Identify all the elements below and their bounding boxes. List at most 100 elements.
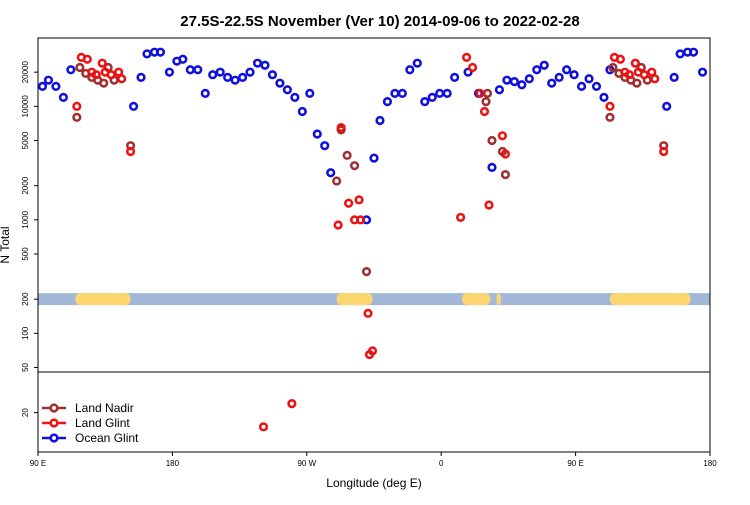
land-glint-point-37	[639, 70, 649, 80]
legend-label-ocean-glint: Ocean Glint	[75, 431, 139, 445]
ocean-glint-point-13	[185, 65, 195, 75]
y-tick-label-1000: 1000	[21, 210, 30, 228]
ocean-glint-point-59	[569, 70, 579, 80]
ocean-glint-point-43	[435, 88, 445, 98]
land-nadir-point-20	[608, 62, 618, 73]
ocean-glint-point-60	[576, 81, 587, 91]
land-nadir-point-11	[342, 150, 352, 160]
ocean-glint-point-10	[164, 67, 175, 77]
land-nadir-point-19	[605, 112, 615, 122]
ocean-glint-point-29	[305, 88, 315, 98]
land-glint-point-34	[624, 70, 634, 80]
ocean-glint-point-34	[369, 153, 379, 163]
ocean-glint-point-28	[297, 106, 307, 117]
ocean-glint-point-9	[155, 47, 166, 57]
legend-marker-land-glint	[49, 418, 59, 428]
land-nadir-point-9	[332, 176, 342, 186]
ocean-glint-point-53	[524, 74, 534, 84]
land-glint-point-21	[367, 346, 378, 356]
x-tick-label-4: 90 E	[567, 459, 583, 468]
x-axis: 90 E 180 90 W 0 90 E 180	[30, 452, 717, 468]
ocean-glint-point-12	[178, 54, 188, 64]
ocean-glint-point-52	[517, 80, 527, 90]
land-glint-point-10	[125, 146, 136, 157]
x-tick-label-5: 180	[703, 459, 717, 468]
legend-label-land-glint: Land Glint	[75, 416, 130, 430]
land-glint-point-19	[363, 308, 373, 318]
land-glint-point-35	[630, 58, 640, 68]
ocean-glint-point-31	[320, 141, 330, 151]
x-tick-label-1: 180	[166, 459, 180, 468]
legend-marker-land-nadir	[49, 403, 59, 413]
x-tick-label-2: 90 W	[297, 459, 316, 468]
y-tick-label-50: 50	[21, 362, 30, 371]
ocean-glint-point-27	[290, 92, 300, 102]
land-glint-point-12	[287, 399, 297, 409]
ocean-glint-point-22	[252, 58, 263, 68]
ocean-glint-point-41	[420, 97, 430, 107]
reference-band	[38, 293, 710, 306]
ocean-glint-point-58	[562, 65, 572, 75]
ocean-glint-point-50	[502, 75, 512, 85]
band-layer	[38, 293, 710, 306]
y-tick-label-2000: 2000	[21, 176, 30, 194]
ocean-glint-point-61	[584, 74, 594, 84]
ocean-glint-point-25	[275, 78, 285, 88]
ocean-glint-point-6	[136, 72, 146, 82]
land-nadir-point-14	[481, 97, 491, 107]
y-tick-label-10000: 10000	[21, 95, 30, 118]
land-glint-point-27	[484, 200, 494, 210]
ocean-glint-point-0	[37, 81, 48, 91]
land-glint-point-0	[72, 101, 82, 111]
x-axis-label: Longitude (deg E)	[326, 476, 421, 490]
ocean-glint-point-23	[260, 60, 270, 70]
ocean-glint-point-26	[282, 85, 292, 95]
ocean-glint-point-42	[427, 92, 437, 102]
ocean-glint-point-67	[675, 49, 685, 59]
land-glint-point-11	[258, 422, 269, 432]
ocean-glint-point-56	[547, 78, 557, 88]
ocean-glint-point-32	[326, 168, 336, 178]
land-nadir-point-15	[482, 88, 493, 98]
land-glint-point-40	[659, 146, 669, 157]
chart-title: 27.5S-22.5S November (Ver 10) 2014-09-06…	[180, 13, 579, 30]
y-tick-label-5000: 5000	[21, 131, 30, 149]
ocean-glint-point-15	[200, 88, 210, 98]
ocean-glint-point-45	[450, 72, 460, 82]
ocean-glint-point-63	[599, 92, 609, 102]
ocean-glint-point-44	[442, 88, 452, 98]
ocean-glint-point-69	[688, 47, 699, 57]
land-nadir-point-0	[72, 112, 82, 122]
y-axis: 20000 10000 5000 2000 1000 500 200 100 50 20	[21, 60, 38, 417]
ocean-glint-point-48	[487, 162, 497, 172]
x-tick-label-0: 90 E	[30, 459, 46, 468]
land-span-3	[496, 293, 501, 306]
land-glint-point-22	[456, 212, 466, 223]
legend-marker-ocean-glint	[49, 433, 59, 443]
land-glint-point-14	[336, 122, 346, 133]
land-glint-point-28	[497, 131, 508, 141]
ocean-glint-point-37	[390, 88, 400, 98]
land-glint-point-39	[650, 74, 660, 84]
ocean-glint-point-36	[382, 97, 393, 107]
ocean-glint-point-62	[591, 81, 602, 91]
land-nadir-point-24	[632, 78, 642, 88]
y-tick-label-100: 100	[21, 326, 30, 340]
land-glint-point-18	[355, 215, 366, 225]
ocean-glint-point-14	[193, 65, 203, 75]
plot-frame	[37, 37, 711, 453]
land-glint-point-2	[82, 54, 92, 64]
ocean-glint-point-21	[245, 67, 255, 77]
land-span-1	[336, 293, 373, 306]
land-glint-point-7	[106, 70, 116, 80]
y-axis-label: N Total	[0, 226, 12, 263]
land-glint-point-26	[479, 106, 490, 117]
ocean-glint-point-40	[412, 58, 422, 68]
ocean-glint-point-54	[532, 65, 542, 75]
ocean-glint-point-2	[51, 81, 61, 91]
land-span-2	[462, 293, 491, 306]
legend-label-land-nadir: Land Nadir	[75, 401, 134, 415]
ocean-glint-point-16	[208, 70, 218, 80]
ocean-glint-point-17	[215, 67, 225, 77]
